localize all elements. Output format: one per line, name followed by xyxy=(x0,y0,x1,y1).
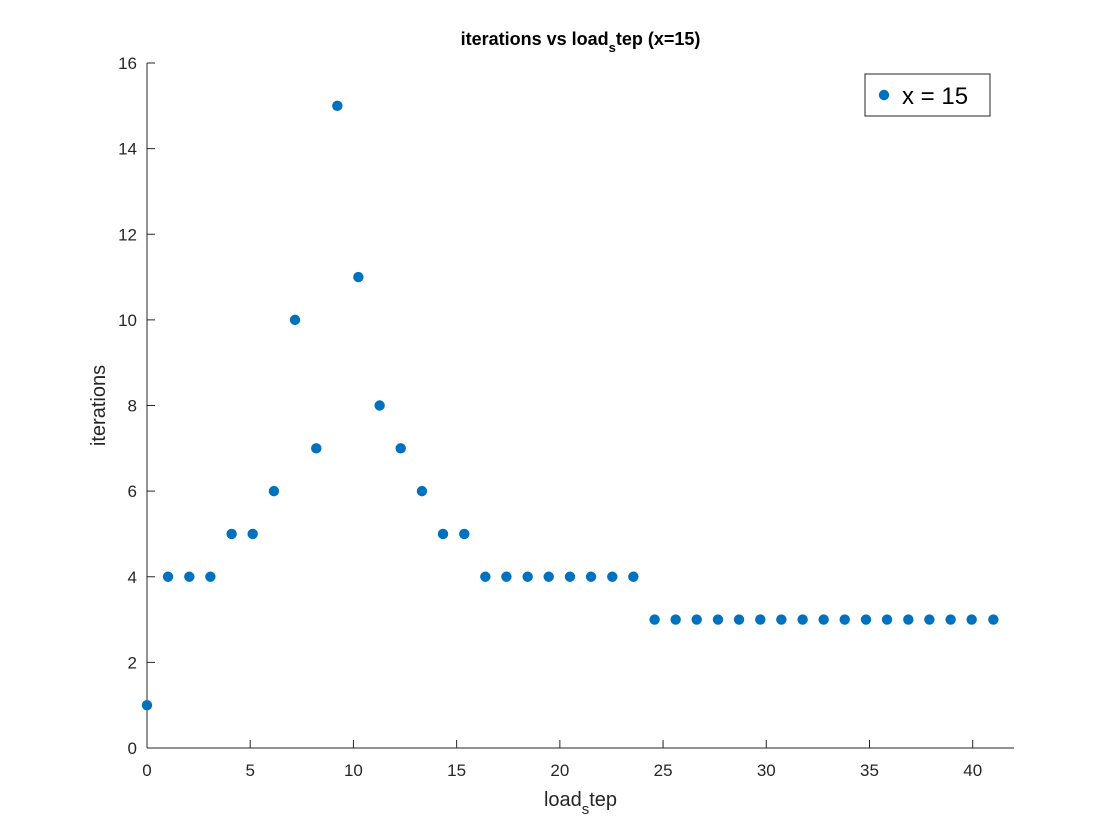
data-point xyxy=(903,614,914,625)
legend-label: x = 15 xyxy=(902,83,968,110)
data-point xyxy=(712,614,724,625)
data-point xyxy=(247,528,258,540)
data-point xyxy=(332,100,343,112)
x-tick-label: 40 xyxy=(963,761,982,780)
data-point xyxy=(797,614,808,625)
data-point xyxy=(607,571,618,582)
x-tick-label: 0 xyxy=(142,761,151,780)
x-tick-label: 15 xyxy=(447,761,466,780)
data-points xyxy=(141,100,999,711)
data-point xyxy=(755,614,766,625)
data-point xyxy=(395,443,406,454)
y-tick-label: 0 xyxy=(128,739,137,758)
x-axis-label: loadstep xyxy=(544,789,617,818)
y-tick-label: 14 xyxy=(118,140,137,159)
data-point xyxy=(459,528,470,540)
data-point xyxy=(839,614,850,625)
y-tick-label: 4 xyxy=(128,568,137,587)
data-point xyxy=(776,614,787,625)
data-point xyxy=(924,614,935,625)
data-point xyxy=(988,614,999,625)
data-point xyxy=(522,571,533,582)
data-point xyxy=(437,528,449,540)
x-tick-label: 25 xyxy=(654,761,673,780)
x-axis-label-subscript: s xyxy=(582,801,590,818)
x-axis-ticks: 0 5 10 15 20 25 30 35 40 xyxy=(142,740,982,780)
data-point xyxy=(585,571,597,582)
x-tick-label: 10 xyxy=(344,761,363,780)
data-point xyxy=(691,614,702,625)
data-point xyxy=(162,571,174,582)
data-point xyxy=(649,614,660,625)
data-point xyxy=(881,614,893,625)
y-tick-label: 12 xyxy=(118,225,137,244)
data-point xyxy=(374,400,385,411)
data-point xyxy=(818,614,829,625)
data-point xyxy=(966,614,977,625)
x-tick-label: 5 xyxy=(245,761,254,780)
data-point xyxy=(311,443,322,454)
axes-box xyxy=(147,63,1014,748)
x-tick-label: 35 xyxy=(860,761,879,780)
data-point xyxy=(268,485,280,497)
chart-title: iterations vs loadstep (x=15) xyxy=(461,29,701,55)
data-point xyxy=(480,571,491,582)
data-point xyxy=(141,699,153,711)
data-point xyxy=(543,571,554,582)
y-tick-label: 10 xyxy=(118,311,137,330)
legend: x = 15 xyxy=(864,73,991,117)
legend-marker xyxy=(878,89,890,101)
data-point xyxy=(564,571,576,582)
chart-title-rest: tep (x=15) xyxy=(616,29,701,49)
data-point xyxy=(353,271,364,283)
data-point xyxy=(416,485,428,497)
y-tick-label: 2 xyxy=(128,653,137,672)
chart-title-subscript: s xyxy=(609,40,616,55)
x-tick-label: 30 xyxy=(757,761,776,780)
y-tick-label: 6 xyxy=(128,482,137,501)
data-point xyxy=(501,571,512,582)
data-point xyxy=(184,571,195,582)
y-tick-label: 8 xyxy=(128,397,137,416)
y-tick-label: 16 xyxy=(118,54,137,73)
data-point xyxy=(670,614,681,625)
data-point xyxy=(628,571,639,582)
data-point xyxy=(226,528,237,540)
data-point xyxy=(205,571,216,582)
x-tick-label: 20 xyxy=(550,761,569,780)
data-point xyxy=(860,614,872,625)
data-point xyxy=(733,614,745,625)
x-axis-label-main: load xyxy=(544,789,582,811)
y-axis-ticks: 0 2 4 6 8 10 12 14 16 xyxy=(118,54,155,758)
y-axis-label: iterations xyxy=(88,365,110,446)
chart-title-main: iterations vs load xyxy=(461,29,609,49)
data-point xyxy=(289,314,301,326)
data-point xyxy=(945,614,956,625)
x-axis-label-rest: tep xyxy=(589,789,617,811)
